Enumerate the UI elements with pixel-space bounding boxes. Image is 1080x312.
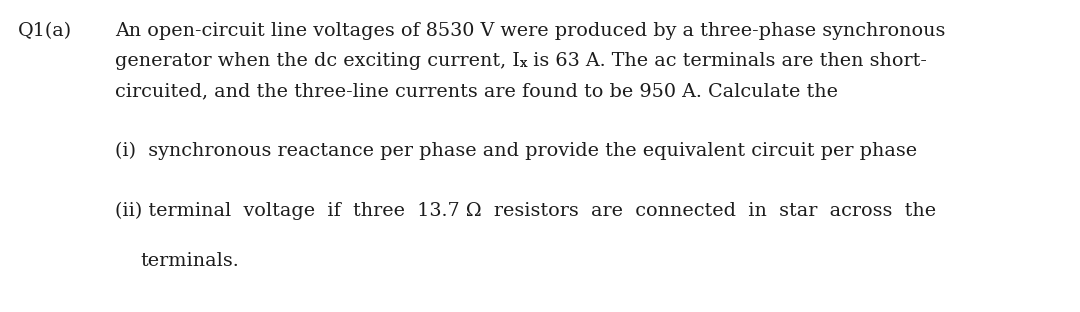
Text: is 63 A. The ac terminals are then short-: is 63 A. The ac terminals are then short… bbox=[527, 52, 928, 70]
Text: generator when the dc exciting current, I: generator when the dc exciting current, … bbox=[114, 52, 519, 70]
Text: circuited, and the three-line currents are found to be 950 A. Calculate the: circuited, and the three-line currents a… bbox=[114, 82, 838, 100]
Text: x: x bbox=[519, 57, 527, 70]
Text: (ii) terminal  voltage  if  three  13.7 Ω  resistors  are  connected  in  star  : (ii) terminal voltage if three 13.7 Ω re… bbox=[114, 202, 936, 220]
Text: terminals.: terminals. bbox=[140, 252, 239, 270]
Text: Q1(a): Q1(a) bbox=[18, 22, 72, 40]
Text: x: x bbox=[519, 57, 527, 70]
Text: An open-circuit line voltages of 8530 V were produced by a three-phase synchrono: An open-circuit line voltages of 8530 V … bbox=[114, 22, 945, 40]
Text: (i)  synchronous reactance per phase and provide the equivalent circuit per phas: (i) synchronous reactance per phase and … bbox=[114, 142, 917, 160]
